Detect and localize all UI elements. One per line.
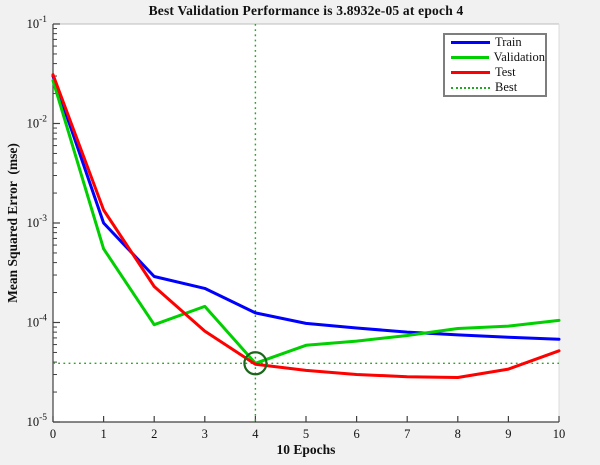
legend-item-best: Best	[445, 81, 545, 95]
x-tick-label: 7	[404, 427, 410, 441]
legend-line-train	[451, 41, 490, 44]
x-tick-label: 6	[353, 427, 359, 441]
validation-curve	[51, 79, 561, 365]
x-axis-label: 10 Epochs	[276, 442, 336, 457]
best-epoch-marker	[243, 351, 268, 376]
legend: Train Validation Test Best	[443, 33, 547, 97]
plot-title: Best Validation Performance is 3.8932e-0…	[148, 3, 464, 18]
x-tick-label: 10	[553, 427, 566, 441]
x-tick-label: 0	[50, 427, 56, 441]
x-tick-label: 3	[202, 427, 208, 441]
y-tick-label: 10-5	[27, 413, 48, 429]
legend-item-validation: Validation	[445, 51, 545, 65]
legend-line-test	[451, 71, 490, 74]
legend-item-test: Test	[445, 66, 545, 80]
legend-label-test: Test	[495, 65, 516, 79]
legend-label-validation: Validation	[493, 50, 545, 64]
legend-line-best	[451, 86, 490, 89]
x-tick-label: 1	[100, 427, 106, 441]
legend-line-validation	[451, 56, 489, 59]
y-tick-label: 10-1	[27, 15, 48, 31]
legend-item-train: Train	[445, 36, 545, 50]
y-tick-label: 10-2	[27, 115, 48, 131]
legend-label-best: Best	[495, 80, 518, 94]
x-tick-label: 9	[505, 427, 511, 441]
x-tick-label: 5	[303, 427, 309, 441]
x-tick-label: 4	[252, 427, 259, 441]
y-axis-label: Mean Squared Error (mse)	[5, 143, 20, 303]
legend-label-train: Train	[495, 35, 522, 49]
y-tick-label: 10-3	[27, 214, 48, 230]
x-tick-label: 2	[151, 427, 157, 441]
test-curve	[51, 73, 561, 379]
y-tick-label: 10-4	[27, 314, 48, 330]
x-tick-label: 8	[455, 427, 461, 441]
